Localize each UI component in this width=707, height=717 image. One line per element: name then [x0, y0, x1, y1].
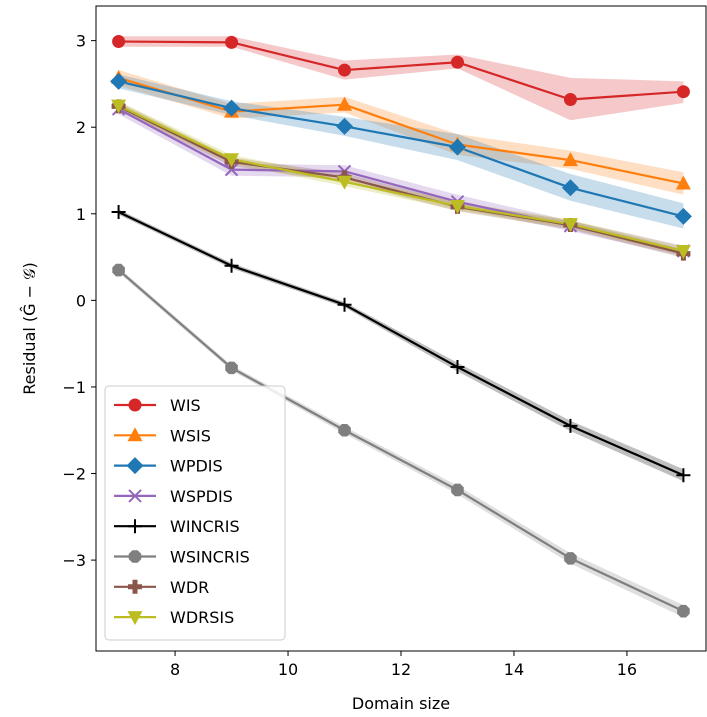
- point-wsincris: [451, 483, 464, 497]
- y-tick-label: 3: [76, 32, 86, 51]
- y-tick-label: 2: [76, 118, 86, 137]
- legend-marker-wincris: [128, 519, 142, 534]
- point-wpdis: [561, 179, 579, 197]
- legend-marker-wsis: [127, 427, 143, 442]
- point-wis: [676, 85, 690, 99]
- point-wdrsis: [675, 245, 691, 260]
- legend-label-wspdis: WSPDIS: [170, 487, 233, 506]
- legend-box: [104, 385, 286, 641]
- series-lines: [117, 40, 684, 613]
- point-wis: [112, 34, 126, 48]
- band-wsincris: [118, 267, 684, 618]
- legend-label-wdr: WDR: [170, 578, 209, 597]
- point-wpdis: [448, 138, 466, 156]
- legend-label-wsincris: WSINCRIS: [170, 548, 250, 567]
- x-tick-label: 12: [391, 660, 411, 679]
- legend-label-wsis: WSIS: [170, 426, 211, 445]
- point-wpdis: [674, 207, 692, 225]
- point-wis: [563, 93, 577, 107]
- point-wsis: [562, 152, 578, 167]
- band-wdrsis: [118, 101, 684, 256]
- band-wsis: [118, 70, 684, 195]
- legend-marker-wspdis: [128, 489, 142, 503]
- point-wspdis: [224, 162, 239, 177]
- x-tick-label: 10: [278, 660, 298, 679]
- point-wsincris: [112, 263, 125, 277]
- point-wpdis: [110, 72, 128, 90]
- line-wpdis: [118, 80, 684, 218]
- line-wincris: [118, 211, 684, 477]
- y-axis-title: Residual (Ĝ − 𝒢): [20, 262, 39, 395]
- line-wsis: [118, 76, 684, 185]
- point-wincris: [224, 258, 239, 273]
- line-wdrsis: [118, 104, 684, 253]
- line-wsincris: [117, 269, 684, 613]
- legend-marker-wis: [128, 398, 142, 412]
- point-wsincris: [338, 423, 351, 437]
- y-tick-label: 1: [76, 205, 86, 224]
- legend-label-wdrsis: WDRSIS: [170, 608, 234, 627]
- point-wsis: [675, 175, 691, 190]
- point-wdrsis: [449, 199, 465, 214]
- band-wspdis: [118, 103, 684, 257]
- x-tick-label: 8: [170, 660, 180, 679]
- legend-label-wincris: WINCRIS: [170, 517, 240, 536]
- series-markers: [110, 34, 692, 618]
- legend: WIS WSIS WPDIS WSPDIS WINCRIS WSINCRIS WDR WDRS…: [104, 385, 286, 641]
- point-wpdis: [336, 117, 354, 135]
- x-axis-title: Domain size: [352, 694, 450, 713]
- point-wincris: [563, 418, 578, 433]
- x-tick-label: 14: [504, 660, 524, 679]
- y-tick-label: −3: [62, 551, 86, 570]
- legend-marker-wpdis: [126, 457, 144, 475]
- point-wincris: [676, 468, 691, 483]
- point-wincris: [337, 297, 352, 312]
- line-wis: [118, 40, 684, 101]
- y-tick-label: −2: [62, 465, 86, 484]
- point-wdrsis: [337, 175, 353, 190]
- legend-label-wis: WIS: [170, 396, 201, 415]
- point-wpdis: [223, 99, 241, 117]
- band-wincris: [118, 209, 684, 482]
- x-tick-label: 16: [617, 660, 637, 679]
- y-axis: −3 −2 −1 0 1 2 3: [62, 32, 96, 570]
- point-wincris: [111, 205, 126, 220]
- point-wincris: [450, 360, 465, 375]
- y-tick-label: −1: [62, 378, 86, 397]
- point-wdrsis: [111, 99, 127, 114]
- line-wdr: [118, 105, 684, 255]
- point-wdrsis: [224, 153, 240, 168]
- point-wsis: [337, 96, 353, 111]
- point-wsincris: [225, 361, 238, 375]
- point-wsincris: [677, 604, 690, 618]
- point-wis: [450, 55, 464, 69]
- point-wsincris: [564, 552, 577, 565]
- y-tick-label: 0: [76, 291, 86, 310]
- point-wis: [225, 35, 239, 49]
- legend-label-wpdis: WPDIS: [170, 457, 223, 476]
- point-wis: [338, 63, 352, 77]
- band-wis: [118, 36, 684, 121]
- legend-marker-wdr: [128, 579, 142, 594]
- x-axis: 8 10 12 14 16: [170, 651, 637, 679]
- legend-marker-wsincris: [128, 550, 142, 563]
- legend-marker-wdrsis: [127, 611, 143, 626]
- point-wdrsis: [562, 218, 578, 233]
